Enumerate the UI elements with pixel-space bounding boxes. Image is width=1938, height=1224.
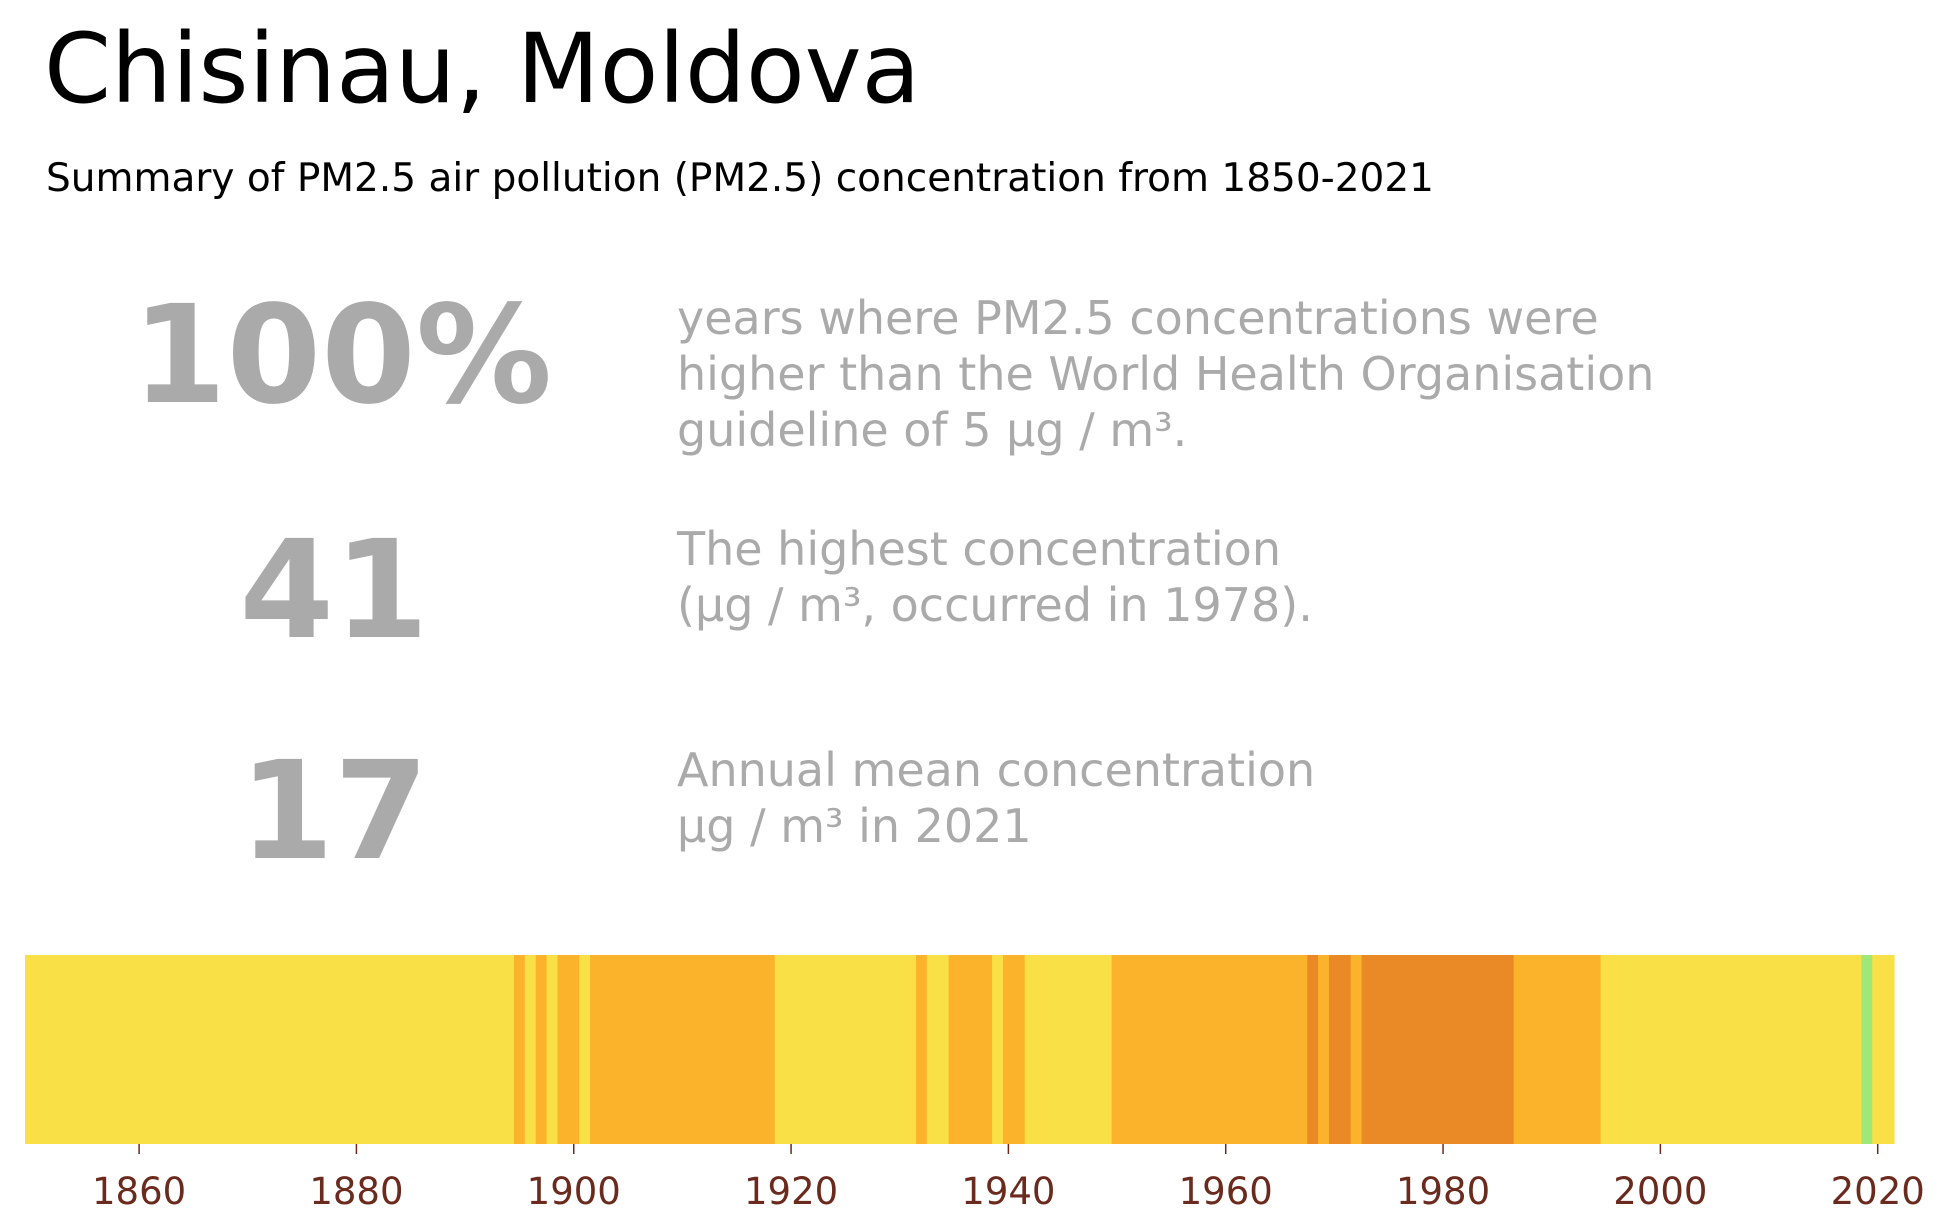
stripe-segment: [557, 955, 580, 1144]
x-tick-label: 1880: [309, 1170, 403, 1213]
stripe-segment: [1111, 955, 1308, 1144]
stripe-segment: [546, 955, 559, 1144]
stripe-segment: [1307, 955, 1319, 1144]
stripe-segment: [513, 955, 526, 1144]
stripe-segment: [916, 955, 928, 1144]
stripe-segment: [1318, 955, 1330, 1144]
stat-exceedance-value: 100%: [131, 277, 553, 435]
stripe-segment: [1350, 955, 1363, 1144]
stripe-segment: [590, 955, 776, 1144]
stripe-segment: [1600, 955, 1863, 1144]
stat-mean-line: µg / m³ in 2021: [677, 799, 1032, 853]
stripe-segment: [992, 955, 1004, 1144]
stat-highest-line: The highest concentration: [677, 522, 1281, 576]
stat-mean-line: Annual mean concentration: [677, 743, 1316, 797]
stripe-bars: [25, 955, 1895, 1144]
stripe-segment: [579, 955, 591, 1144]
x-tick-label: 1900: [527, 1170, 621, 1213]
x-tick-label: 1960: [1179, 1170, 1273, 1213]
stat-highest-description: The highest concentration (µg / m³, occu…: [677, 521, 1313, 633]
x-tick-label: 2020: [1831, 1170, 1925, 1213]
stat-highest-value: 41: [239, 512, 429, 670]
stat-highest-line: (µg / m³, occurred in 1978).: [677, 578, 1313, 632]
x-tick-label: 1980: [1396, 1170, 1490, 1213]
stripe-segment: [524, 955, 537, 1144]
x-tick-label: 1920: [744, 1170, 838, 1213]
stat-mean-value: 17: [239, 733, 429, 891]
stat-exceedance-description: years where PM2.5 concentrations were hi…: [677, 290, 1654, 458]
page-subtitle: Summary of PM2.5 air pollution (PM2.5) c…: [46, 156, 1434, 201]
stripe-segment: [948, 955, 993, 1144]
x-tick-label: 2000: [1613, 1170, 1707, 1213]
x-tick-label: 1860: [92, 1170, 186, 1213]
stat-mean-description: Annual mean concentration µg / m³ in 202…: [677, 742, 1315, 854]
stripe-segment: [926, 955, 950, 1144]
stripe-segment: [1861, 955, 1873, 1144]
stat-exceedance-line: guideline of 5 µg / m³.: [677, 403, 1188, 457]
stripe-segment: [1002, 955, 1026, 1144]
stripe-ticks: 1860 1880 1900 1920 1940 1960 1980 2000 2020: [92, 1144, 1925, 1213]
stripe-segment: [1872, 955, 1895, 1144]
stripe-segment: [1513, 955, 1602, 1144]
stripe-segment: [1361, 955, 1515, 1144]
stripe-segment: [25, 955, 515, 1144]
x-tick-label: 1940: [961, 1170, 1055, 1213]
stripe-segment: [535, 955, 548, 1144]
stat-exceedance-line: years where PM2.5 concentrations were: [677, 291, 1599, 345]
stripe-segment: [1328, 955, 1352, 1144]
stat-exceedance-line: higher than the World Health Organisatio…: [677, 347, 1655, 401]
stripe-segment: [774, 955, 917, 1144]
page-title: Chisinau, Moldova: [44, 13, 921, 125]
stripe-segment: [1024, 955, 1113, 1144]
